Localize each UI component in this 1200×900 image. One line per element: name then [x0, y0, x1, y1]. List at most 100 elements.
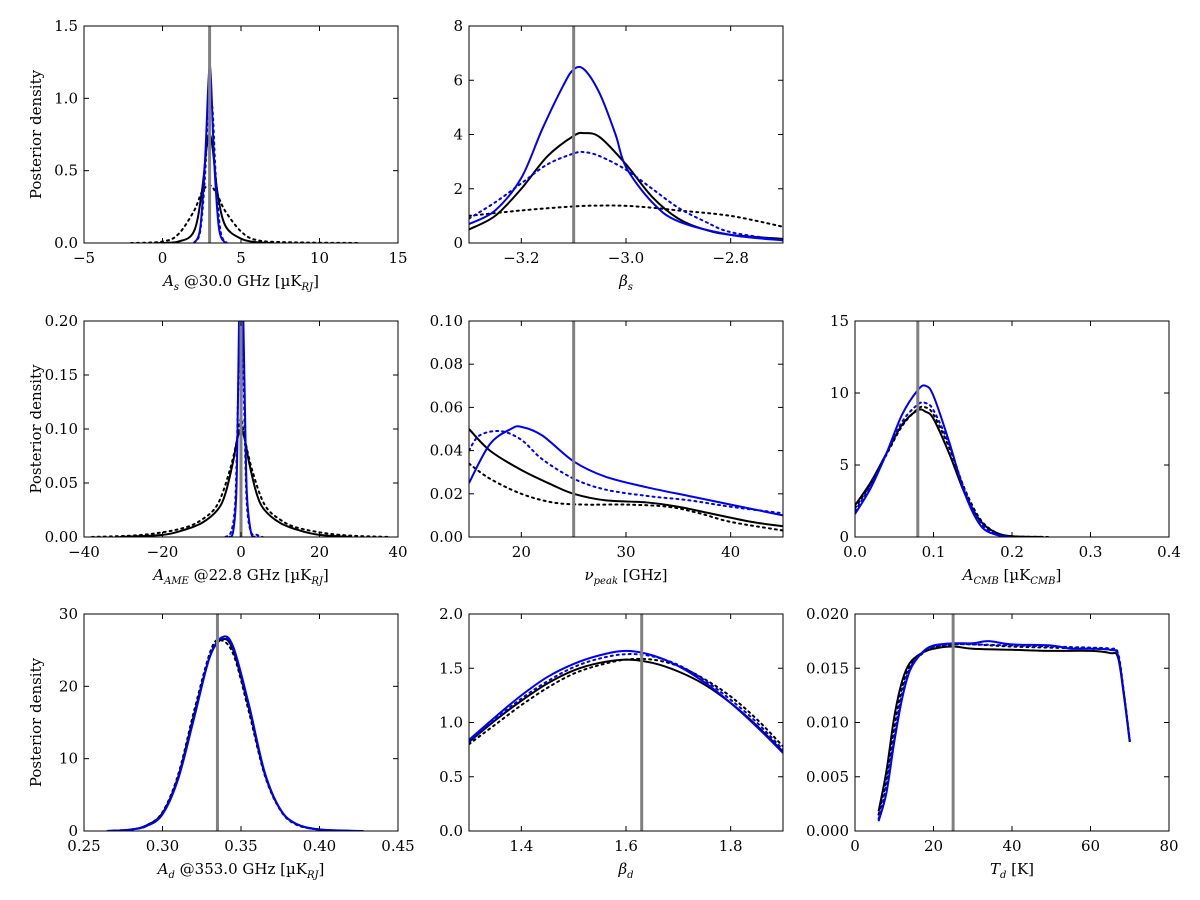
x-tick-label: −2.8	[712, 249, 748, 267]
x-axis-label: βs	[618, 272, 633, 293]
y-tick-label: 0.020	[806, 605, 849, 623]
x-tick-label: 40	[388, 543, 407, 561]
x-axis-label: Ad @353.0 GHz [µKRJ]	[156, 860, 325, 881]
x-tick-label: 0.4	[1157, 543, 1181, 561]
x-tick-label: 5	[236, 249, 246, 267]
x-tick-label: 0.1	[922, 543, 946, 561]
y-axis-label: Posterior density	[27, 69, 45, 199]
x-tick-label: 0.45	[381, 837, 414, 855]
y-axis-label: Posterior density	[27, 364, 45, 494]
y-tick-label: 0.0	[54, 234, 78, 252]
y-tick-label: 6	[453, 71, 463, 89]
x-tick-label: −5	[73, 249, 95, 267]
y-tick-label: 0	[68, 822, 78, 840]
y-tick-label: 1.5	[54, 17, 78, 35]
x-tick-label: 0.2	[1000, 543, 1024, 561]
y-axis-label: Posterior density	[27, 657, 45, 787]
y-tick-label: 4	[453, 126, 463, 144]
y-tick-label: 0	[839, 528, 849, 546]
series-group	[469, 65, 783, 242]
y-tick-label: 0.08	[430, 355, 463, 373]
x-tick-label: 1.6	[614, 837, 638, 855]
series-line-blue-solid	[855, 384, 1013, 537]
panel-betad: 1.4 1.6 1.8 0.0 0.5 1.0 1.5 2.0 βd	[439, 605, 784, 881]
x-tick-label: 0	[236, 543, 246, 561]
y-tick-label: 0.005	[806, 768, 849, 786]
series-line-black-dotted	[855, 405, 1053, 537]
y-tick-label: 0.15	[45, 366, 78, 384]
x-tick-label: 1.8	[719, 837, 743, 855]
series-line-black-solid	[855, 408, 1044, 537]
panel-nupeak: 20 30 40 0.00 0.02 0.04 0.06 0.08 0.10 νpeak [GHz…	[430, 312, 784, 587]
y-tick-label: 0.5	[54, 162, 78, 180]
y-tick-label: 0.06	[430, 398, 463, 416]
x-axis-label: νpeak [GHz]	[585, 566, 668, 587]
x-tick-label: 0.30	[146, 837, 179, 855]
y-tick-label: 0.10	[45, 420, 78, 438]
panel-Ad: 0.25 0.30 0.35 0.40 0.45 0 10 20 30 Ad @353.0 GHz…	[27, 605, 415, 881]
x-tick-label: 15	[388, 249, 407, 267]
x-tick-label: 10	[310, 249, 329, 267]
y-tick-label: 5	[839, 456, 849, 474]
y-tick-label: 0.000	[806, 822, 849, 840]
series-line-blue-solid	[469, 65, 783, 242]
series-line-black-dotted	[469, 657, 783, 748]
axes-frame	[854, 320, 1170, 538]
y-tick-label: 0.010	[806, 714, 849, 732]
x-tick-label: −40	[68, 543, 100, 561]
series-line-blue-dotted	[469, 150, 783, 242]
axes-frame	[854, 613, 1170, 832]
series-group	[469, 425, 783, 532]
series-line-blue-solid	[469, 649, 783, 754]
y-tick-label: 0.02	[430, 485, 463, 503]
x-tick-label: 0.0	[843, 543, 867, 561]
series-line-black-solid	[469, 428, 783, 528]
panel-Td: 0 20 40 60 80 0.000 0.005 0.010 0.015 0.020 Td [K]	[806, 605, 1179, 881]
series-group	[469, 649, 783, 754]
series-line-blue-solid	[877, 640, 1131, 822]
series-group	[855, 384, 1053, 537]
x-tick-label: 20	[924, 837, 943, 855]
y-tick-label: 0.5	[439, 768, 463, 786]
x-tick-label: 60	[1081, 837, 1100, 855]
x-tick-label: 30	[616, 543, 635, 561]
x-tick-label: −20	[147, 543, 179, 561]
series-line-black-solid	[877, 645, 1131, 812]
y-tick-label: 0.04	[430, 442, 463, 460]
x-axis-label: As @30.0 GHz [µKRJ]	[161, 272, 319, 293]
axes-frame	[83, 25, 399, 244]
x-tick-label: 0	[850, 837, 860, 855]
x-axis-label: ACMB [µKCMB]	[961, 566, 1062, 587]
panel-AAME: −40 −20 0 20 40 0.00 0.05 0.10 0.15 0.20 AAME @22.…	[27, 312, 408, 587]
series-line-blue-dotted	[877, 643, 1131, 821]
series-line-black-dotted	[130, 184, 360, 243]
y-tick-label: 0.00	[430, 528, 463, 546]
x-axis-label: Td [K]	[990, 860, 1034, 881]
y-tick-label: 15	[830, 312, 849, 330]
panel-betas: −3.2 −3.0 −2.8 0 2 4 6 8 βs	[453, 17, 784, 293]
y-tick-label: 0.0	[439, 822, 463, 840]
panel-ACMB: 0.0 0.1 0.2 0.3 0.4 0 5 10 15 ACMB [µKCMB]	[830, 312, 1181, 587]
series-line-blue-dotted	[106, 637, 352, 831]
series-group	[877, 640, 1131, 822]
x-tick-label: 0.35	[224, 837, 257, 855]
x-tick-label: 20	[512, 543, 531, 561]
x-tick-label: 80	[1159, 837, 1178, 855]
y-tick-label: 1.5	[439, 659, 463, 677]
y-tick-label: 2	[453, 180, 463, 198]
y-tick-label: 10	[59, 750, 78, 768]
y-tick-label: 1.0	[54, 89, 78, 107]
x-tick-label: 20	[310, 543, 329, 561]
y-tick-label: 0.00	[45, 528, 78, 546]
axes-frame	[83, 613, 399, 832]
x-tick-label: 40	[721, 543, 740, 561]
x-axis-label: βd	[617, 860, 633, 881]
series-line-black-dotted	[469, 462, 783, 532]
y-tick-label: 20	[59, 677, 78, 695]
x-tick-label: 0.3	[1079, 543, 1103, 561]
y-tick-label: 8	[453, 17, 463, 35]
y-tick-label: 0.10	[430, 312, 463, 330]
series-line-blue-solid	[107, 635, 364, 831]
series-group	[106, 635, 364, 831]
